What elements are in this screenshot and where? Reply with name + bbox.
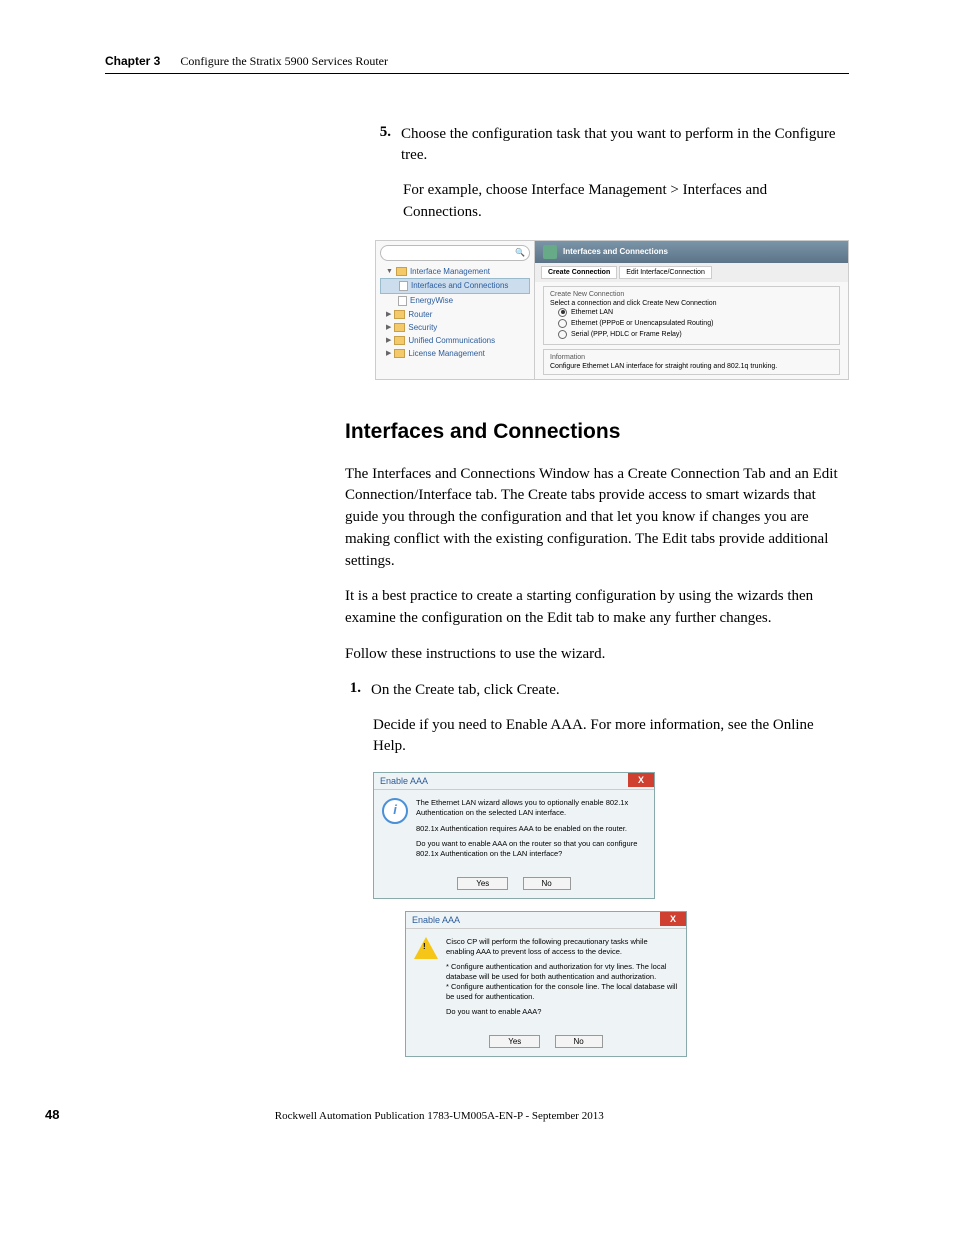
tree-expand-icon: ▶	[386, 336, 391, 344]
yes-button[interactable]: Yes	[489, 1035, 540, 1048]
search-box[interactable]: 🔍	[380, 245, 530, 261]
enable-aaa-dialog-1: X Enable AAA i The Ethernet LAN wizard a…	[373, 772, 655, 899]
dialog-title: Enable AAA	[406, 912, 686, 928]
pane-header-icon	[543, 245, 557, 259]
dialog-text: Cisco CP will perform the following prec…	[446, 937, 678, 1023]
step-text: On the Create tab, click Create.	[371, 680, 560, 701]
tree-item-security[interactable]: ▶ Security	[380, 321, 530, 334]
radio-label: Serial (PPP, HDLC or Frame Relay)	[571, 331, 682, 338]
tree-collapse-icon: ▼	[386, 268, 393, 275]
no-button[interactable]: No	[523, 877, 571, 890]
folder-icon	[396, 267, 407, 276]
step-1-sub: Decide if you need to Enable AAA. For mo…	[373, 715, 849, 759]
step-5-example: For example, choose Interface Management…	[403, 180, 849, 224]
tree-label: Router	[408, 310, 432, 319]
tree-label: Unified Communications	[408, 336, 495, 345]
dialog-body: i The Ethernet LAN wizard allows you to …	[374, 789, 654, 873]
pane-title: Interfaces and Connections	[563, 247, 668, 256]
radio-icon	[558, 319, 567, 328]
radio-label: Ethernet (PPPoE or Unencapsulated Routin…	[571, 320, 713, 327]
tabs-row: Create Connection Edit Interface/Connect…	[535, 263, 848, 282]
pane-header: Interfaces and Connections	[535, 241, 848, 263]
step-number: 1.	[345, 680, 361, 701]
dialog-para: * Configure authentication and authoriza…	[446, 962, 678, 1001]
tree-item-unified-comm[interactable]: ▶ Unified Communications	[380, 334, 530, 347]
doc-icon	[399, 281, 408, 291]
create-connection-group: Create New Connection Select a connectio…	[543, 286, 840, 345]
tree-item-energywise[interactable]: EnergyWise	[380, 294, 530, 308]
page-number: 48	[45, 1107, 59, 1122]
tree-label: Interfaces and Connections	[411, 281, 508, 290]
chapter-title: Configure the Stratix 5900 Services Rout…	[180, 54, 388, 69]
group-subtitle: Select a connection and click Create New…	[550, 300, 833, 307]
folder-icon	[394, 310, 405, 319]
info-text: Configure Ethernet LAN interface for str…	[550, 363, 833, 370]
section-para-2: It is a best practice to create a starti…	[345, 586, 849, 630]
dialog-buttons: Yes No	[406, 1031, 686, 1056]
info-icon: i	[382, 798, 408, 824]
warning-icon	[414, 937, 438, 959]
footer-publication: Rockwell Automation Publication 1783-UM0…	[59, 1110, 819, 1122]
radio-icon	[558, 330, 567, 339]
dialog-buttons: Yes No	[374, 873, 654, 898]
page-header: Chapter 3 Configure the Stratix 5900 Ser…	[105, 54, 849, 74]
step-5: 5. Choose the configuration task that yo…	[375, 124, 849, 166]
close-button[interactable]: X	[660, 912, 686, 926]
tree-item-router[interactable]: ▶ Router	[380, 308, 530, 321]
section-para-1: The Interfaces and Connections Window ha…	[345, 464, 849, 573]
folder-icon	[394, 336, 405, 345]
radio-icon	[558, 308, 567, 317]
folder-icon	[394, 349, 405, 358]
config-screenshot: 🔍 ▼ Interface Management Interfaces and …	[375, 240, 849, 380]
dialog-text: The Ethernet LAN wizard allows you to op…	[416, 798, 646, 865]
no-button[interactable]: No	[555, 1035, 603, 1048]
dialog-title: Enable AAA	[374, 773, 654, 789]
page-footer: 48 Rockwell Automation Publication 1783-…	[105, 1107, 849, 1122]
group-title: Create New Connection	[550, 291, 833, 298]
step-text: Choose the configuration task that you w…	[401, 124, 849, 166]
close-button[interactable]: X	[628, 773, 654, 787]
radio-serial[interactable]: Serial (PPP, HDLC or Frame Relay)	[550, 329, 833, 340]
tree-expand-icon: ▶	[386, 349, 391, 357]
tree-pane: 🔍 ▼ Interface Management Interfaces and …	[376, 241, 535, 379]
group-title: Information	[550, 354, 833, 361]
radio-label: Ethernet LAN	[571, 309, 613, 316]
tree-item-interface-mgmt[interactable]: ▼ Interface Management	[380, 265, 530, 278]
section-heading: Interfaces and Connections	[345, 420, 849, 444]
radio-ethernet-pppoe[interactable]: Ethernet (PPPoE or Unencapsulated Routin…	[550, 318, 833, 329]
yes-button[interactable]: Yes	[457, 877, 508, 890]
tree-label: License Management	[408, 349, 485, 358]
tree-expand-icon: ▶	[386, 323, 391, 331]
step-number: 5.	[375, 124, 391, 166]
information-group: Information Configure Ethernet LAN inter…	[543, 349, 840, 375]
search-icon: 🔍	[515, 248, 525, 257]
tree-item-interfaces-connections[interactable]: Interfaces and Connections	[380, 278, 530, 294]
tab-edit-interface[interactable]: Edit Interface/Connection	[619, 266, 712, 279]
dialog-body: Cisco CP will perform the following prec…	[406, 928, 686, 1031]
tree-item-license-mgmt[interactable]: ▶ License Management	[380, 347, 530, 360]
dialog-para: Cisco CP will perform the following prec…	[446, 937, 678, 957]
dialog-para: Do you want to enable AAA?	[446, 1007, 678, 1017]
enable-aaa-dialog-2: X Enable AAA Cisco CP will perform the f…	[405, 911, 687, 1057]
section-para-3: Follow these instructions to use the wiz…	[345, 644, 849, 666]
dialog-para: The Ethernet LAN wizard allows you to op…	[416, 798, 646, 818]
chapter-label: Chapter 3	[105, 54, 160, 68]
radio-ethernet-lan[interactable]: Ethernet LAN	[550, 307, 833, 318]
dialog-para: Do you want to enable AAA on the router …	[416, 839, 646, 859]
folder-icon	[394, 323, 405, 332]
tab-create-connection[interactable]: Create Connection	[541, 266, 617, 279]
content-pane: Interfaces and Connections Create Connec…	[535, 241, 848, 379]
tree-expand-icon: ▶	[386, 310, 391, 318]
dialog-para: 802.1x Authentication requires AAA to be…	[416, 824, 646, 834]
doc-icon	[398, 296, 407, 306]
step-1: 1. On the Create tab, click Create.	[345, 680, 849, 701]
tree-label: EnergyWise	[410, 296, 453, 305]
tree-label: Interface Management	[410, 267, 490, 276]
tree-label: Security	[408, 323, 437, 332]
